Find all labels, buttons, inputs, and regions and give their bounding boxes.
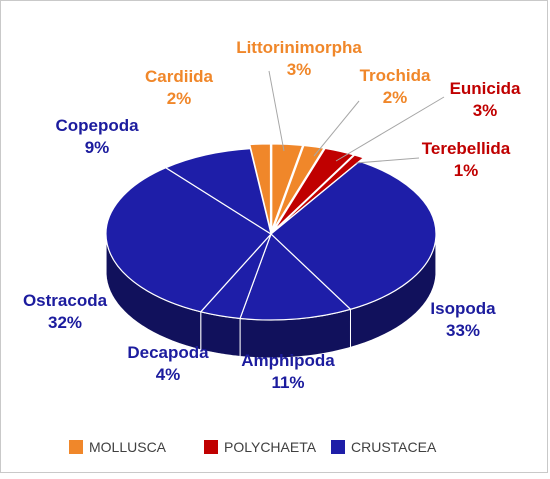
slice-label-ostracoda: Ostracoda (23, 291, 108, 310)
legend-swatch-crustacea (331, 440, 345, 454)
legend-swatch-mollusca (69, 440, 83, 454)
leader-line-littorinimorpha (268, 70, 285, 152)
slice-percent-ostracoda: 32% (48, 313, 82, 332)
legend-label-crustacea: CRUSTACEA (351, 439, 437, 455)
legend: MOLLUSCA POLYCHAETA CRUSTACEA (69, 439, 437, 455)
slice-percent-terebellida: 1% (454, 161, 479, 180)
leader-line-eunicida (335, 96, 445, 162)
slice-label-copepoda: Copepoda (55, 116, 139, 135)
slice-label-eunicida: Eunicida (450, 79, 521, 98)
leader-line-trochida (313, 100, 360, 157)
pie-top-faces (105, 143, 437, 321)
slice-percent-copepoda: 9% (85, 138, 110, 157)
pie-slice-trochida (272, 144, 325, 231)
slice-label-isopoda: Isopoda (430, 299, 496, 318)
legend-swatch-polychaeta (204, 440, 218, 454)
legend-label-mollusca: MOLLUSCA (89, 439, 167, 455)
pie-slice-amphipoda (239, 233, 352, 321)
leader-lines (268, 70, 445, 164)
slice-percent-trochida: 2% (383, 88, 408, 107)
slice-label-terebellida: Terebellida (422, 139, 511, 158)
pie-slice-littorinimorpha (271, 143, 304, 231)
legend-label-polychaeta: POLYCHAETA (224, 439, 317, 455)
slice-percent-eunicida: 3% (473, 101, 498, 120)
pie-slice-copepoda (165, 148, 272, 235)
slice-percent-littorinimorpha: 3% (287, 60, 312, 79)
slice-percent-decapoda: 4% (156, 365, 181, 384)
slice-label-trochida: Trochida (360, 66, 431, 85)
slice-percent-cardiida: 2% (167, 89, 192, 108)
slice-label-decapoda: Decapoda (127, 343, 209, 362)
slice-label-amphipoda: Amphipoda (241, 351, 335, 370)
pie-slice-cardiida (249, 143, 272, 231)
slice-percent-amphipoda: 11% (271, 373, 304, 392)
slice-label-cardiida: Cardiida (145, 67, 214, 86)
slice-label-littorinimorpha: Littorinimorpha (236, 38, 362, 57)
pie-slice-terebellida (274, 154, 365, 232)
slice-labels: Littorinimorpha 3% Trochida 2% Eunicida 3% Ter… (23, 38, 521, 392)
slice-percent-isopoda: 33% (446, 321, 480, 340)
pie-slice-eunicida (273, 147, 355, 231)
pie-slice-ostracoda (105, 167, 272, 313)
leader-line-terebellida (355, 157, 420, 164)
